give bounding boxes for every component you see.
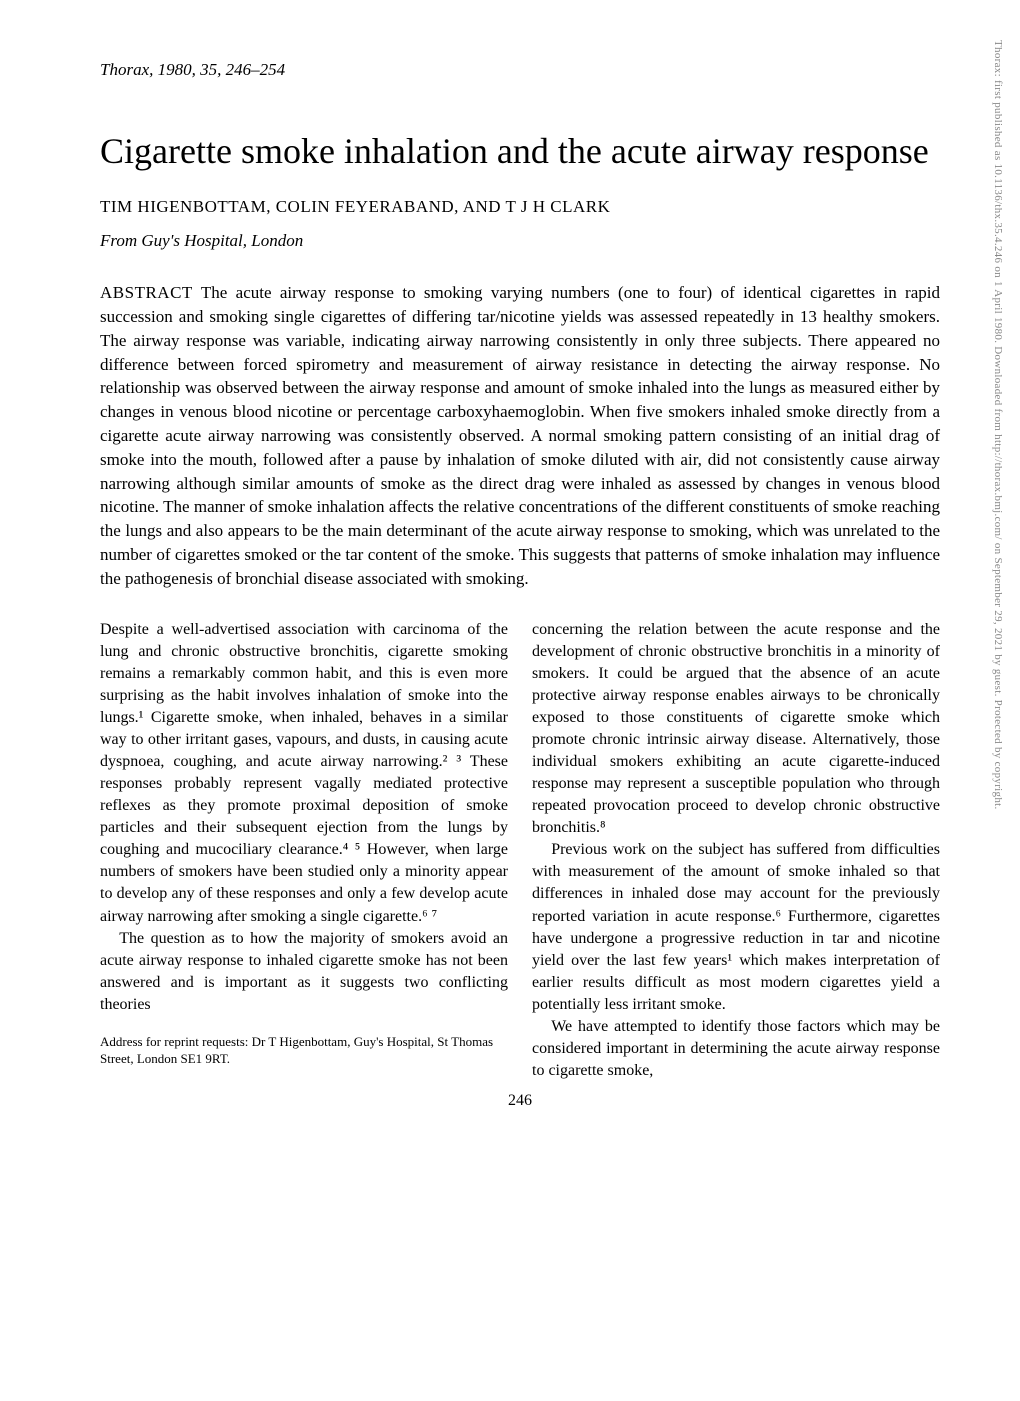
abstract-text: The acute airway response to smoking var… [100,283,940,588]
left-column: Despite a well-advertised association wi… [100,619,508,1083]
authors: TIM HIGENBOTTAM, COLIN FEYERABAND, AND T… [100,197,940,217]
body-paragraph: Despite a well-advertised association wi… [100,619,508,928]
body-columns: Despite a well-advertised association wi… [100,619,940,1083]
abstract-label: ABSTRACT [100,283,193,302]
right-column: concerning the relation between the acut… [532,619,940,1083]
page-number: 246 [100,1092,940,1110]
body-paragraph: concerning the relation between the acut… [532,619,940,840]
body-paragraph: Previous work on the subject has suffere… [532,839,940,1016]
affiliation: From Guy's Hospital, London [100,231,940,251]
journal-header: Thorax, 1980, 35, 246–254 [100,60,940,80]
article-title: Cigarette smoke inhalation and the acute… [100,130,940,173]
copyright-watermark: Thorax: first published as 10.1136/thx.3… [992,40,1004,1340]
body-paragraph: The question as to how the majority of s… [100,928,508,1016]
body-paragraph: We have attempted to identify those fact… [532,1016,940,1082]
abstract: ABSTRACT The acute airway response to sm… [100,281,940,590]
reprint-address: Address for reprint requests: Dr T Higen… [100,1034,508,1068]
